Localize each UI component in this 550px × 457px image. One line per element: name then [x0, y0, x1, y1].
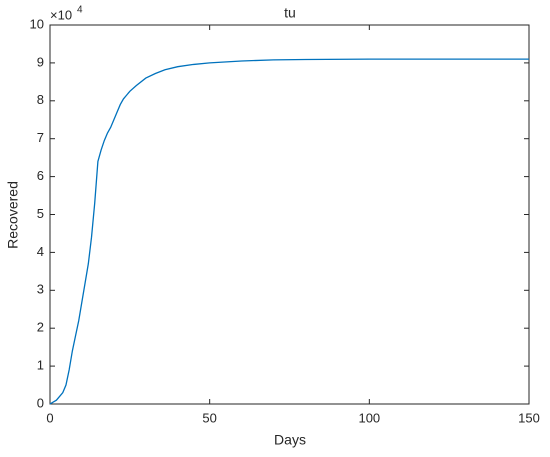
- y-tick-label: 10: [30, 16, 44, 31]
- chart-title: tu: [284, 5, 296, 21]
- y-tick-label: 3: [37, 282, 44, 297]
- x-tick-label: 100: [358, 410, 380, 425]
- y-tick-label: 1: [37, 358, 44, 373]
- y-tick-label: 7: [37, 130, 44, 145]
- y-tick-label: 6: [37, 168, 44, 183]
- x-tick-label: 0: [46, 410, 53, 425]
- data-line: [49, 58, 529, 405]
- plot-area: [49, 24, 530, 405]
- y-tick-label: 4: [37, 244, 44, 259]
- x-axis-label: Days: [274, 432, 306, 448]
- x-tick-label: 50: [202, 410, 216, 425]
- y-tick-label: 9: [37, 54, 44, 69]
- y-tick-label: 2: [37, 320, 44, 335]
- y-axis-label: Recovered: [5, 181, 21, 249]
- y-exponent-power: 4: [77, 5, 83, 16]
- y-tick-label: 8: [37, 92, 44, 107]
- x-tick-label: 150: [518, 410, 540, 425]
- y-exponent-base: ×10: [50, 7, 72, 22]
- y-tick-label: 0: [37, 395, 44, 410]
- y-tick-label: 5: [37, 206, 44, 221]
